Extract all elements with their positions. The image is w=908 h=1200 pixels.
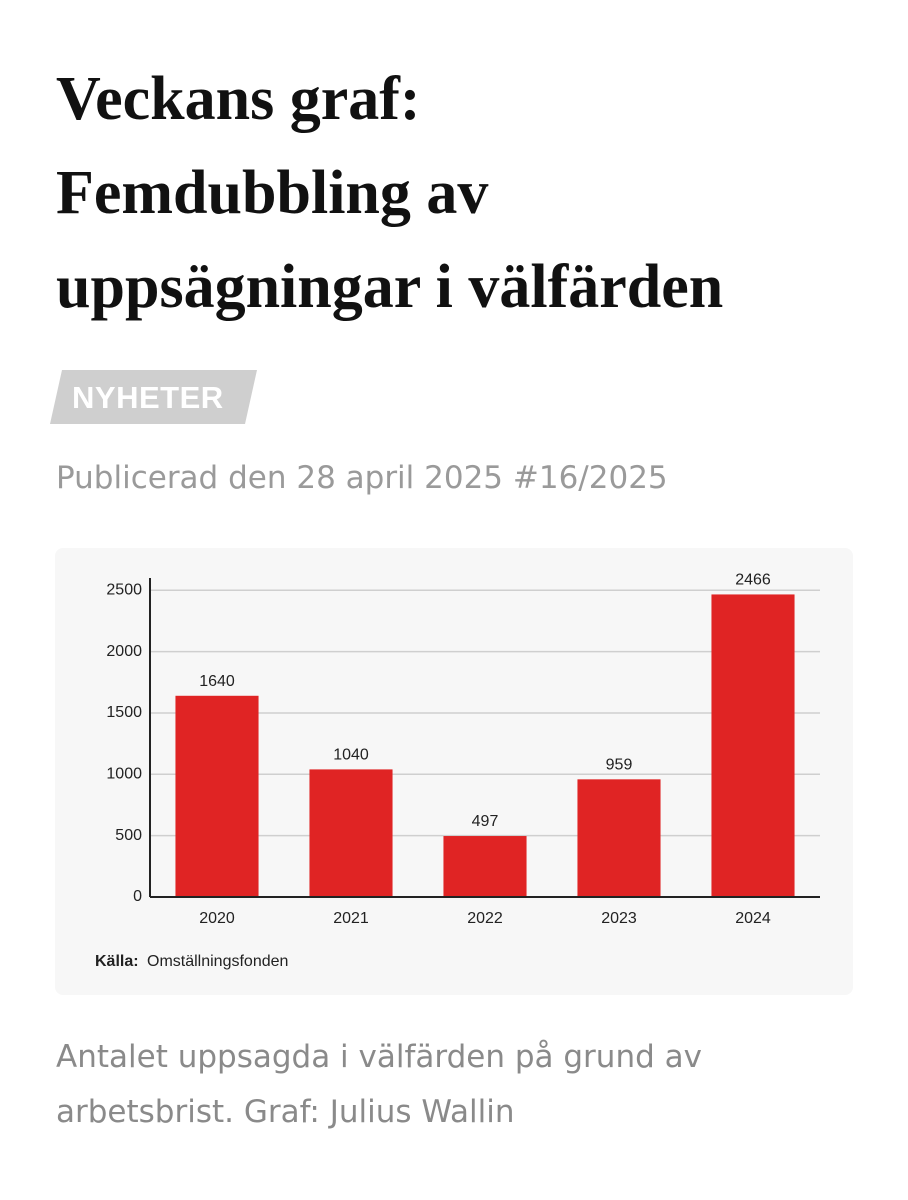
- bar: [175, 695, 259, 897]
- bar: [711, 594, 795, 897]
- publish-date: Publicerad den 28 april 2025 #16/2025: [56, 460, 668, 496]
- y-tick-label: 1000: [106, 766, 142, 783]
- y-tick-label: 2000: [106, 643, 142, 660]
- bar: [577, 779, 661, 897]
- y-tick-label: 1500: [106, 704, 142, 721]
- x-tick-label: 2023: [601, 910, 637, 927]
- y-tick-label: 2500: [106, 581, 142, 598]
- tag-background: [50, 370, 257, 424]
- x-tick-label: 2024: [735, 910, 771, 927]
- headline: Femdubbling av: [56, 159, 489, 227]
- category-tag[interactable]: NYHETER: [50, 370, 257, 424]
- x-tick-label: 2022: [467, 910, 503, 927]
- y-tick-label: 500: [115, 827, 142, 844]
- headline: uppsägningar i välfärden: [56, 253, 724, 321]
- value-label: 1040: [333, 747, 369, 764]
- bar: [443, 836, 527, 897]
- source-label: Källa:: [95, 953, 139, 970]
- caption: Antalet uppsagda i välfärden på grund av…: [56, 1039, 702, 1130]
- headline: Veckans graf:: [56, 65, 421, 133]
- value-label: 1640: [199, 673, 235, 690]
- tag-label[interactable]: NYHETER: [72, 380, 224, 415]
- value-label: 497: [472, 813, 499, 830]
- x-tick-label: 2020: [199, 910, 235, 927]
- x-tick-label: 2021: [333, 910, 369, 927]
- chart: Källa: Omställningsfonden 0 500 1000 1500 20…: [95, 572, 820, 970]
- source: Omställningsfonden: [147, 953, 288, 970]
- bar: [309, 769, 393, 897]
- y-tick-label: 0: [133, 888, 142, 905]
- value-label: 959: [606, 757, 633, 774]
- value-label: 2466: [735, 572, 771, 589]
